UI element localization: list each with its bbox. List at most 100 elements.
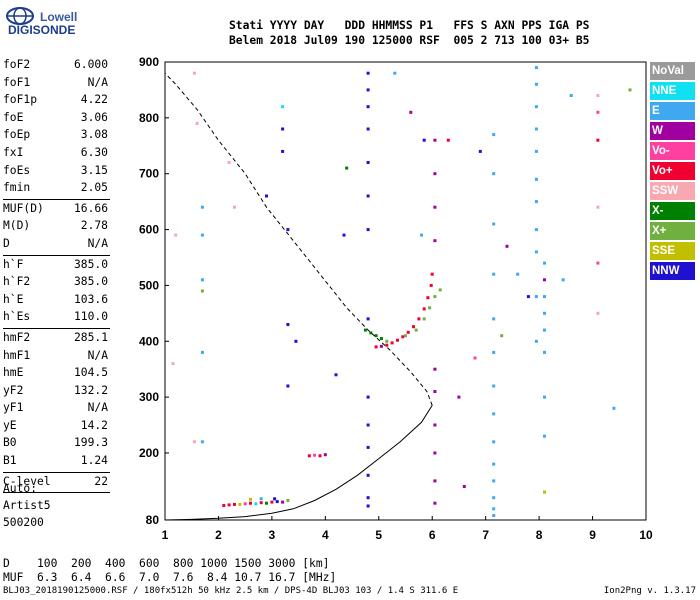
echo-point [414, 328, 418, 332]
legend-item-ssw: SSW [650, 182, 695, 200]
echo-point [433, 172, 437, 176]
param-value: N/A [87, 75, 108, 89]
echo-point [492, 272, 496, 276]
echo-point [433, 501, 437, 505]
echo-point [249, 497, 252, 501]
echo-point [385, 339, 389, 343]
auto-version: 500200 [3, 516, 44, 529]
param-row: hmF2 285.1 [3, 330, 110, 348]
echo-point [393, 71, 397, 75]
echo-point [433, 390, 437, 393]
echo-point [200, 440, 204, 444]
param-row: yE 14.2 [3, 418, 110, 436]
param-value: N/A [87, 401, 108, 415]
echo-point [422, 138, 426, 142]
y-tick-label: 800 [139, 111, 159, 125]
echo-point [422, 307, 426, 311]
logo-text-lowell: Lowell [40, 10, 78, 24]
param-name: MUF(D) [3, 201, 44, 215]
echo-point [492, 462, 496, 466]
param-value: 16.66 [73, 201, 108, 215]
echo-point [227, 161, 231, 164]
echo-point [233, 205, 236, 209]
echo-point [561, 278, 565, 282]
echo-point [492, 440, 496, 444]
file-info-footer: BLJ03_2018190125000.RSF / 180fx512h 50 k… [3, 586, 459, 596]
echo-point [596, 261, 600, 265]
param-row: foE 3.06 [3, 110, 110, 128]
param-value: 103.6 [73, 292, 108, 306]
echo-point [543, 395, 546, 399]
param-value: 1.24 [80, 454, 108, 468]
y-tick-label: 80 [146, 513, 160, 527]
param-value: N/A [87, 236, 108, 250]
echo-point [275, 500, 279, 504]
profile-layer [164, 72, 433, 521]
echo-point [222, 504, 226, 507]
param-row: hmF1 N/A [3, 348, 110, 366]
echo-point [334, 373, 338, 377]
logo-text-digisonde: DIGISONDE [8, 23, 76, 37]
echo-point [404, 334, 407, 338]
echo-point [417, 317, 421, 321]
echo-point [366, 127, 370, 131]
echo-point [273, 497, 277, 501]
echo-point [401, 335, 405, 339]
param-row: h`F 385.0 [3, 257, 110, 275]
param-name: hmF2 [3, 330, 31, 344]
param-name: foEp [3, 128, 31, 142]
legend-item-e: E [650, 102, 695, 120]
echo-point [366, 194, 370, 198]
echo-point [281, 105, 285, 109]
echo-point [433, 295, 437, 299]
echo-point [534, 149, 538, 153]
legend-item-nnw: NNW [650, 262, 695, 280]
echo-point [249, 501, 252, 505]
echo-point [422, 317, 426, 321]
echo-point [473, 356, 477, 360]
param-name: h`Es [3, 310, 31, 324]
echo-point [492, 172, 496, 176]
echo-point [286, 323, 290, 326]
echo-point [270, 500, 274, 504]
muf-distance-row: D 100 200 400 600 800 1000 1500 3000 [km… [3, 557, 330, 570]
echo-point [457, 395, 461, 399]
echo-point [534, 177, 538, 181]
param-value: 104.5 [73, 366, 108, 380]
echo-point [406, 330, 410, 334]
x-tick-label: 6 [429, 528, 436, 542]
legend-item-xplus: X+ [650, 222, 695, 240]
echo-point [396, 338, 399, 342]
y-tick-label: 500 [139, 278, 159, 292]
echo-point [543, 311, 546, 315]
param-name: fxI [3, 145, 24, 159]
echo-point [369, 331, 373, 335]
echo-point [543, 490, 546, 494]
echo-point [543, 295, 546, 299]
param-name: h`E [3, 292, 24, 306]
echo-point [438, 288, 442, 292]
echo-point [534, 339, 538, 343]
echo-point [430, 272, 434, 276]
echo-point [366, 445, 370, 449]
param-separator [3, 471, 110, 473]
param-row: fxI 6.30 [3, 145, 110, 163]
param-name: foF1 [3, 75, 31, 89]
echo-point [243, 502, 247, 506]
echo-point [543, 350, 546, 354]
param-value: 132.2 [73, 383, 108, 397]
echo-point [200, 350, 204, 354]
param-value: 2.78 [80, 219, 108, 233]
echo-point [318, 454, 322, 458]
echo-point [433, 367, 437, 371]
param-row: foF1p 4.22 [3, 92, 110, 110]
param-value: 110.0 [73, 310, 108, 324]
version-label: Ion2Png v. 1.3.17 [603, 586, 696, 596]
header-labels: Stati YYYY DAY DDD HHMMSS P1 FFS S AXN P… [229, 19, 590, 32]
y-tick-label: 900 [139, 55, 159, 69]
echo-point [227, 503, 231, 507]
x-tick-label: 2 [215, 528, 222, 542]
param-name: M(D) [3, 219, 31, 233]
echo-point [390, 341, 394, 345]
echo-point [412, 325, 415, 329]
